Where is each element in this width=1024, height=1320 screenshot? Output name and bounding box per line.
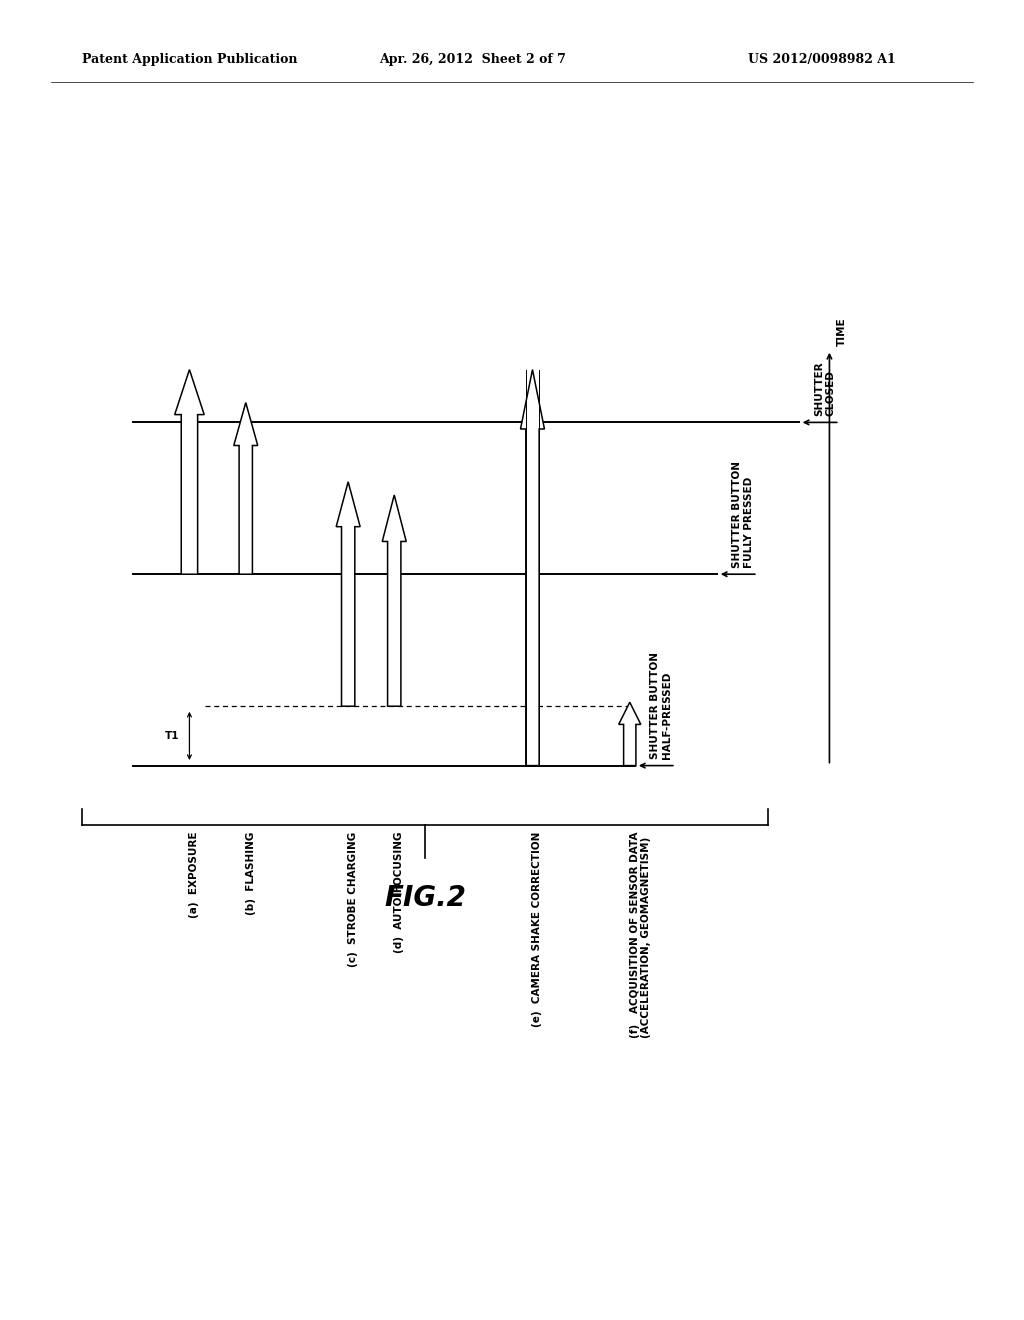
Polygon shape	[233, 403, 258, 574]
Text: (f)   ACQUISITION OF SENSOR DATA
(ACCELERATION, GEOMAGNETISM): (f) ACQUISITION OF SENSOR DATA (ACCELERA…	[630, 832, 651, 1038]
Text: Patent Application Publication: Patent Application Publication	[82, 53, 297, 66]
Text: US 2012/0098982 A1: US 2012/0098982 A1	[748, 53, 895, 66]
Text: SHUTTER BUTTON
HALF-PRESSED: SHUTTER BUTTON HALF-PRESSED	[650, 652, 672, 759]
Polygon shape	[382, 495, 407, 706]
Polygon shape	[618, 702, 641, 766]
Polygon shape	[175, 370, 204, 574]
Text: (e)  CAMERA SHAKE CORRECTION: (e) CAMERA SHAKE CORRECTION	[532, 832, 543, 1027]
Text: (a)  EXPOSURE: (a) EXPOSURE	[189, 832, 200, 919]
Text: (d)  AUTO-FOCUSING: (d) AUTO-FOCUSING	[394, 832, 404, 953]
Polygon shape	[520, 370, 545, 766]
Text: SHUTTER BUTTON
FULLY PRESSED: SHUTTER BUTTON FULLY PRESSED	[732, 461, 754, 568]
Text: FIG.2: FIG.2	[384, 884, 466, 912]
Text: (c)  STROBE CHARGING: (c) STROBE CHARGING	[348, 832, 358, 966]
Text: T1: T1	[165, 731, 179, 741]
Text: Apr. 26, 2012  Sheet 2 of 7: Apr. 26, 2012 Sheet 2 of 7	[379, 53, 565, 66]
Text: (b)  FLASHING: (b) FLASHING	[246, 832, 256, 915]
Text: SHUTTER
CLOSED: SHUTTER CLOSED	[814, 362, 836, 416]
Polygon shape	[336, 482, 360, 706]
Text: TIME: TIME	[837, 317, 847, 346]
